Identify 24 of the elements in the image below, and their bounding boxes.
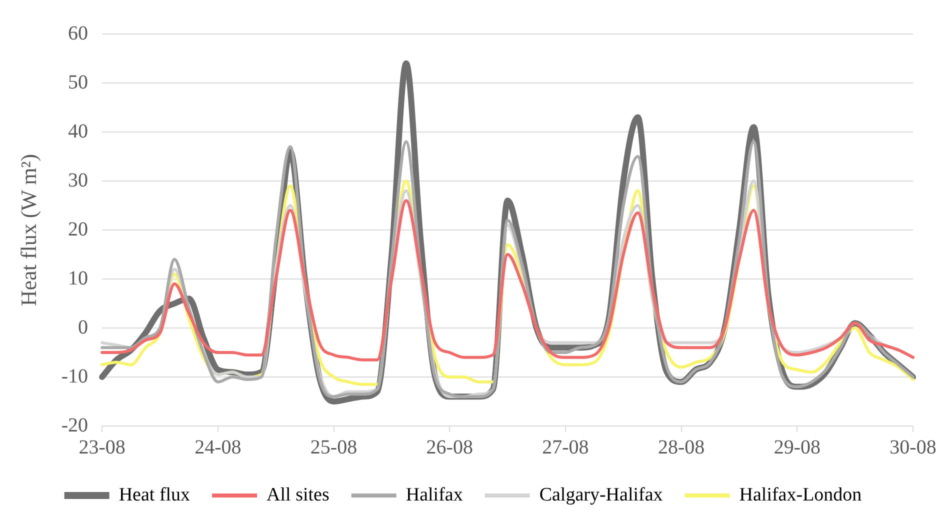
legend-label: All sites (266, 484, 330, 506)
x-tick-label: 25-08 (310, 436, 358, 458)
y-tick-label: 60 (68, 22, 88, 44)
y-tick-label: -10 (61, 365, 88, 388)
y-tick-label: 0 (78, 316, 88, 338)
x-tick-label: 23-08 (78, 436, 126, 458)
x-tick-label: 29-08 (774, 436, 820, 458)
y-tick-label: 10 (68, 267, 88, 290)
legend-label: Halifax-London (739, 484, 862, 506)
y-tick-label: 30 (68, 169, 88, 192)
y-axis-title: Heat flux (W m²) (16, 154, 41, 306)
legend-label: Calgary-Halifax (539, 484, 664, 506)
y-tick-label: -20 (61, 414, 88, 436)
y-tick-label: 20 (68, 218, 88, 240)
y-tick-label: 50 (68, 71, 88, 94)
legend-label: Halifax (406, 484, 464, 506)
x-tick-label: 27-08 (542, 436, 589, 458)
line-series (100, 199, 914, 362)
x-tick-label: 26-08 (426, 436, 473, 458)
legend-label: Heat flux (118, 484, 191, 506)
x-tick-label: 30-08 (890, 436, 936, 458)
x-tick-label: 28-08 (658, 436, 705, 458)
y-tick-label: 40 (68, 120, 88, 142)
x-tick-label: 24-08 (194, 436, 242, 458)
